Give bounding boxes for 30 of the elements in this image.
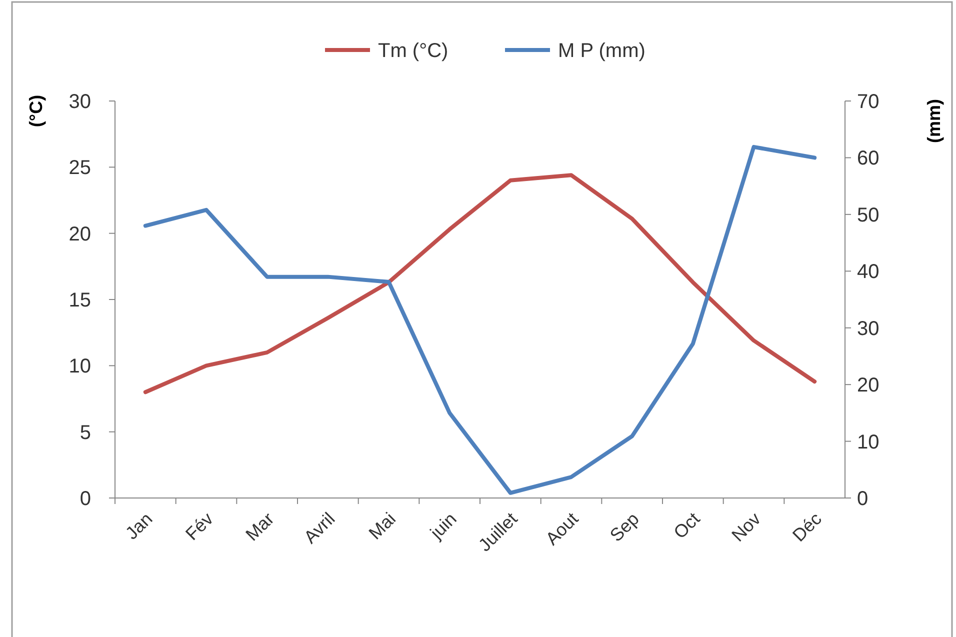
- y-tick-label: 5: [80, 422, 91, 444]
- y2-tick-label: 70: [857, 91, 880, 113]
- legend-label: Tm (°C): [378, 40, 448, 62]
- y2-tick-label: 10: [857, 431, 880, 454]
- y-axis-title: (°C): [26, 94, 46, 128]
- x-tick-label: Fév: [182, 508, 218, 544]
- x-tick-label: Jan: [122, 508, 156, 544]
- x-tick-label: Déc: [788, 508, 826, 546]
- x-tick-label: juin: [426, 508, 460, 544]
- legend-label: M P (mm): [558, 40, 646, 62]
- y-tick-label: 20: [68, 223, 91, 246]
- y-tick-label: 0: [80, 488, 91, 510]
- x-tick-label: Mai: [364, 508, 400, 544]
- line-series: [143, 144, 817, 495]
- x-tick-label: Mar: [242, 508, 278, 545]
- y2-tick-label: 50: [857, 204, 880, 226]
- y-tick-label: 10: [68, 356, 91, 378]
- y2-tick-label: 40: [857, 261, 880, 284]
- y-tick-label: 25: [68, 157, 91, 180]
- x-tick-label: Sep: [606, 508, 643, 546]
- line-series: [143, 173, 817, 394]
- y-tick-label: 30: [68, 91, 91, 113]
- x-tick-label: Oct: [670, 508, 704, 543]
- y2-tick-label: 20: [857, 374, 880, 397]
- y2-tick-label: 60: [857, 148, 880, 170]
- y2-tick-label: 30: [857, 318, 880, 340]
- x-tick-label: Nov: [728, 508, 765, 546]
- y2-tick-label: 0: [857, 488, 868, 510]
- y-tick-label: 15: [68, 290, 91, 312]
- y2-axis-title: (mm): [924, 98, 944, 143]
